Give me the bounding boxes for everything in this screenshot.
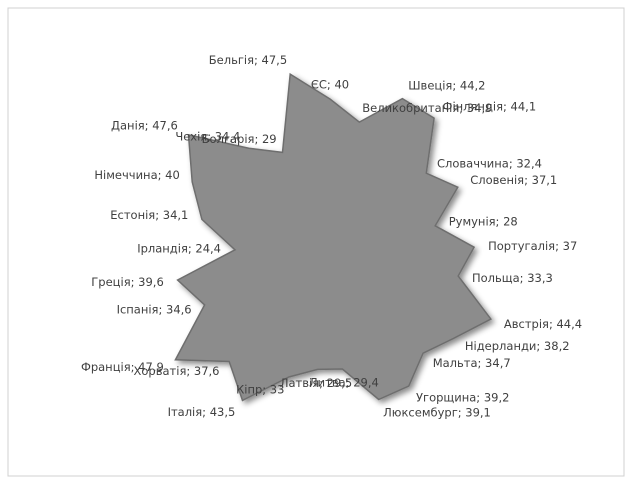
data-label: Естонія; 34,1 xyxy=(110,208,188,222)
data-label: Хорватія; 37,6 xyxy=(134,364,220,378)
data-label: Іспанія; 34,6 xyxy=(117,303,192,317)
radar-area xyxy=(174,72,493,402)
data-label: Угорщина; 39,2 xyxy=(416,390,509,404)
data-label: Болгарія; 29 xyxy=(202,132,277,146)
data-label: Данія; 47,6 xyxy=(111,118,178,132)
data-label: Литва; 29,4 xyxy=(309,375,379,389)
data-label: ЄС; 40 xyxy=(311,78,349,92)
data-label: Франція; 47,9 xyxy=(81,360,164,374)
data-label: Словаччина; 32,4 xyxy=(437,157,542,171)
data-label: Швеція; 44,2 xyxy=(408,78,485,92)
data-label: Польща; 33,3 xyxy=(472,271,553,285)
data-label: Румунія; 28 xyxy=(449,215,518,229)
data-label: Великобританія; 34,9 xyxy=(362,101,492,115)
data-label: Мальта; 34,7 xyxy=(433,356,511,370)
data-label: Бельгія; 47,5 xyxy=(209,53,287,67)
data-label: Португалія; 37 xyxy=(488,239,577,253)
data-label: Німеччина; 40 xyxy=(94,168,179,182)
data-label: Австрія; 44,4 xyxy=(504,317,582,331)
data-label: Фінляндія; 44,1 xyxy=(443,99,537,113)
data-label: Італія; 43,5 xyxy=(168,405,236,419)
data-label: Люксембург; 39,1 xyxy=(383,405,491,419)
data-label: Кіпр; 33 xyxy=(236,383,284,397)
data-label: Ірландія; 24,4 xyxy=(137,242,221,256)
data-label: Латвія; 29,5 xyxy=(280,376,352,390)
data-label: Чехія; 34,4 xyxy=(175,130,240,144)
data-label: Нідерланди; 38,2 xyxy=(465,339,570,353)
data-label: Словенія; 37,1 xyxy=(470,173,557,187)
data-label: Греція; 39,6 xyxy=(91,275,163,289)
